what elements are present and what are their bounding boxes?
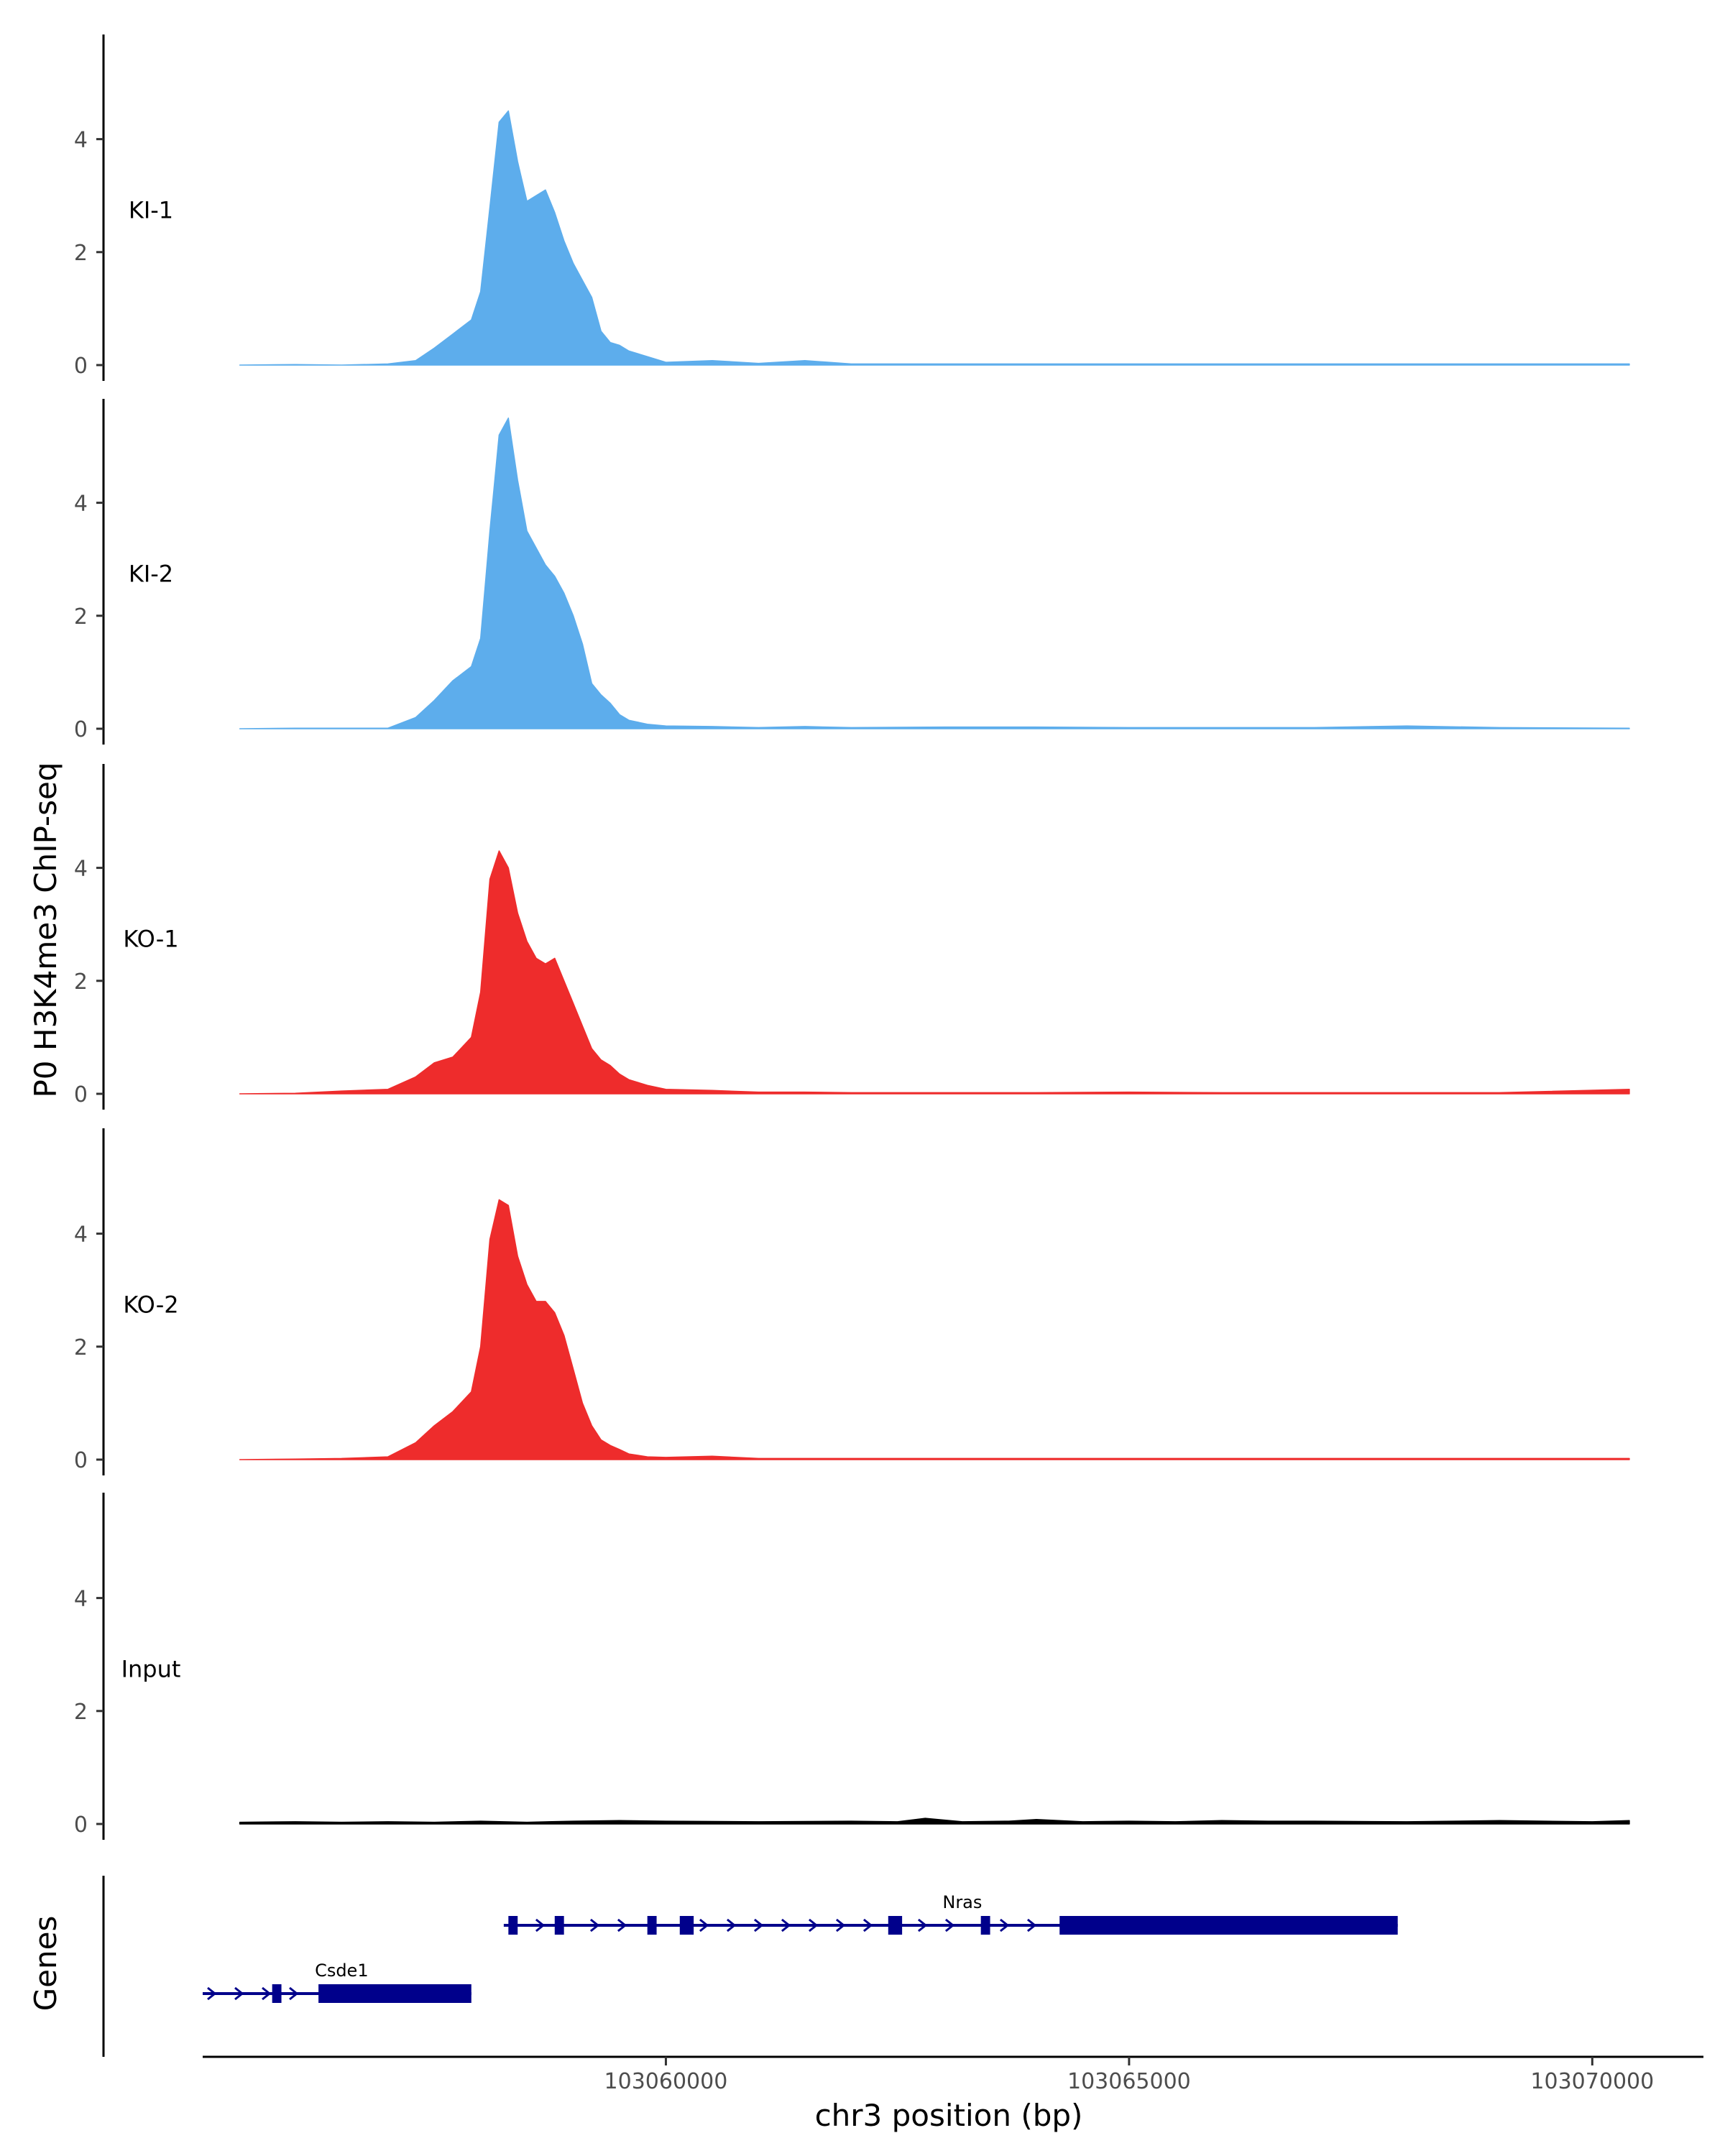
strand-chevron-csde1 (234, 1986, 244, 2001)
y-tick-label-ki-1-4: 4 (74, 128, 88, 153)
track-ki-1: 0 2 4 KI-1 (74, 34, 1630, 381)
signal-area-ki-1 (239, 110, 1630, 366)
y-tick-label-ki-2-4: 4 (74, 492, 88, 517)
signal-area-ko-2 (239, 1199, 1630, 1460)
exon-nras-2 (554, 1916, 564, 1935)
strand-chevron-nras (589, 1918, 600, 1932)
exon-nras-4 (679, 1916, 694, 1935)
y-tick-label-input-0: 0 (74, 1812, 88, 1838)
y-tick-label-ki-2-2: 2 (74, 604, 88, 630)
exon-nras-7 (1059, 1916, 1398, 1935)
x-tick-label-103065000: 103065000 (1067, 2069, 1191, 2094)
y-tick-label-ko-1-0: 0 (74, 1082, 88, 1107)
exon-nras-5 (888, 1916, 903, 1935)
track-label-ko-1: KO-1 (123, 926, 178, 953)
y-tick-label-ki-2-0: 0 (74, 717, 88, 742)
strand-chevron-nras (999, 1918, 1010, 1932)
strand-chevron-nras (808, 1918, 819, 1932)
exon-nras-3 (647, 1916, 657, 1935)
x-axis: 103060000 103065000 103070000 (203, 2055, 1703, 2094)
track-ko-2: 0 2 4 KO-2 (74, 1128, 1630, 1475)
y-tick-label-input-2: 2 (74, 1700, 88, 1725)
y-tick-label-ko-1-2: 2 (74, 969, 88, 995)
signal-area-ko-1 (239, 850, 1630, 1095)
y-tick-label-ki-1-0: 0 (74, 354, 88, 379)
y-tick-label-ko-2-4: 4 (74, 1222, 88, 1248)
exon-nras-6 (980, 1916, 990, 1935)
y-axis-title: P0 H3K4me3 ChIP-seq (28, 762, 63, 1097)
signal-area-ki-2 (239, 417, 1630, 729)
gene-csde1: Csde1 (203, 1961, 472, 2003)
gene-label-csde1: Csde1 (315, 1961, 369, 1981)
strand-chevron-nras (726, 1918, 737, 1932)
strand-chevron-nras (835, 1918, 846, 1932)
y-tick-label-ko-1-4: 4 (74, 857, 88, 882)
gene-nras: Nras (503, 1892, 1398, 1935)
exon-nras-1 (508, 1916, 518, 1935)
strand-chevron-nras (617, 1918, 627, 1932)
strand-chevron-nras (753, 1918, 764, 1932)
y-tick-label-ki-1-2: 2 (74, 241, 88, 266)
y-tick-label-input-4: 4 (74, 1587, 88, 1612)
exon-csde1-1 (272, 1984, 282, 2003)
strand-chevron-csde1 (289, 1986, 299, 2001)
strand-chevron-csde1 (207, 1986, 217, 2001)
track-label-ki-2: KI-2 (129, 561, 173, 588)
track-ko-1: 0 2 4 KO-1 (74, 764, 1630, 1110)
strand-chevron-nras (699, 1918, 709, 1932)
strand-chevron-nras (944, 1918, 955, 1932)
strand-chevron-nras (535, 1918, 546, 1932)
signal-area-input (239, 1818, 1630, 1825)
tracks-layer: 0 2 4 KI-1 0 2 4 KI-2 0 2 4 KO-1 0 2 4 KO-2 0 2 4 Input (74, 34, 1630, 1840)
x-tick-label-103070000: 103070000 (1530, 2069, 1654, 2094)
track-label-ki-1: KI-1 (129, 197, 173, 224)
x-axis-title: chr3 position (bp) (815, 2098, 1083, 2133)
exon-csde1-2 (318, 1984, 472, 2003)
strand-chevron-nras (1026, 1918, 1037, 1932)
track-ki-2: 0 2 4 KI-2 (74, 399, 1630, 745)
track-label-ko-2: KO-2 (123, 1291, 178, 1319)
y-tick-label-ko-2-2: 2 (74, 1335, 88, 1360)
genes-layer: Nras Csde1 (102, 1876, 1398, 2057)
x-tick-label-103060000: 103060000 (604, 2069, 728, 2094)
strand-chevron-nras (862, 1918, 873, 1932)
strand-chevron-csde1 (262, 1986, 272, 2001)
strand-chevron-nras (917, 1918, 928, 1932)
genes-axis-title: Genes (28, 1916, 63, 2012)
y-tick-label-ko-2-0: 0 (74, 1448, 88, 1473)
gene-label-nras: Nras (942, 1892, 982, 1912)
track-input: 0 2 4 Input (74, 1493, 1630, 1840)
track-label-input: Input (121, 1656, 181, 1683)
strand-chevron-nras (781, 1918, 791, 1932)
